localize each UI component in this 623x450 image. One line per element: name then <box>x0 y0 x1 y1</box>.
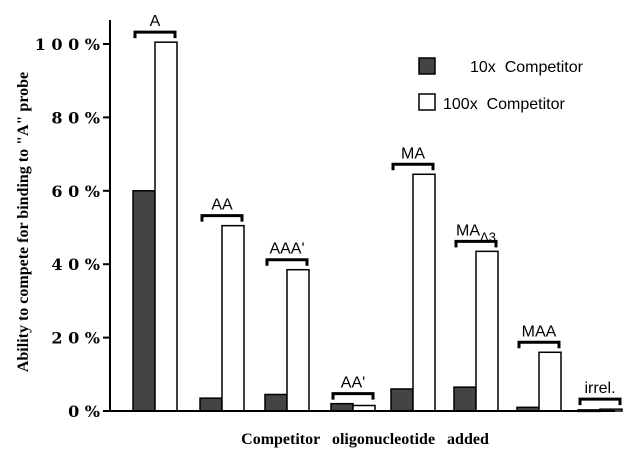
group-bracket <box>133 30 177 39</box>
group-label: A <box>150 13 161 30</box>
group-bracket <box>517 340 561 349</box>
group-bracket <box>331 392 375 400</box>
bar-100x <box>286 268 310 412</box>
bar-100x <box>154 41 178 412</box>
group-label: AAA' <box>269 241 304 258</box>
group-label: MAΔ3 <box>456 222 496 244</box>
bar-100x <box>412 173 436 412</box>
y-tick-label: 1 0 0 % <box>35 35 100 54</box>
group-label: AA' <box>341 375 365 392</box>
legend: 10x Competitor 100x Competitor <box>418 57 584 113</box>
y-tick-label: 2 0 % <box>51 329 100 348</box>
group-label: MAA <box>522 323 557 340</box>
bar-10x <box>453 386 477 412</box>
group-bracket <box>454 239 498 248</box>
group-label: irrel. <box>584 380 615 397</box>
legend-label-100x: 100x Competitor <box>443 96 566 113</box>
bar-100x <box>475 250 499 412</box>
group-bracket <box>391 162 435 171</box>
bar-10x <box>132 190 156 412</box>
bar-10x <box>390 388 414 412</box>
bar-100x <box>221 224 245 412</box>
group-label: MA <box>401 145 425 162</box>
y-tick-label: 6 0 % <box>51 182 100 201</box>
bar-10x <box>330 402 354 412</box>
y-tick-label: 4 0 % <box>51 255 100 274</box>
legend-swatch-10x <box>418 57 436 75</box>
bar-100x <box>538 351 562 412</box>
y-axis-ticks: 0 % 2 0 % 4 0 % 6 0 % 8 0 % 1 0 0 % <box>35 35 110 421</box>
legend-label-10x: 10x Competitor <box>470 59 584 76</box>
y-axis-title: Ability to compete for binding to "A" pr… <box>15 72 32 372</box>
bar-10x <box>264 393 288 412</box>
group-label: AA <box>211 197 233 214</box>
y-tick-label: 8 0 % <box>51 108 100 127</box>
x-axis-title: Competitor oligonucleotide added <box>241 431 489 448</box>
group-bracket <box>578 397 622 406</box>
group-bracket <box>265 258 309 266</box>
bar-10x <box>199 397 223 412</box>
bars-layer <box>132 41 623 413</box>
legend-swatch-100x <box>418 93 436 111</box>
y-tick-label: 0 % <box>68 402 100 421</box>
group-bracket <box>200 214 244 222</box>
